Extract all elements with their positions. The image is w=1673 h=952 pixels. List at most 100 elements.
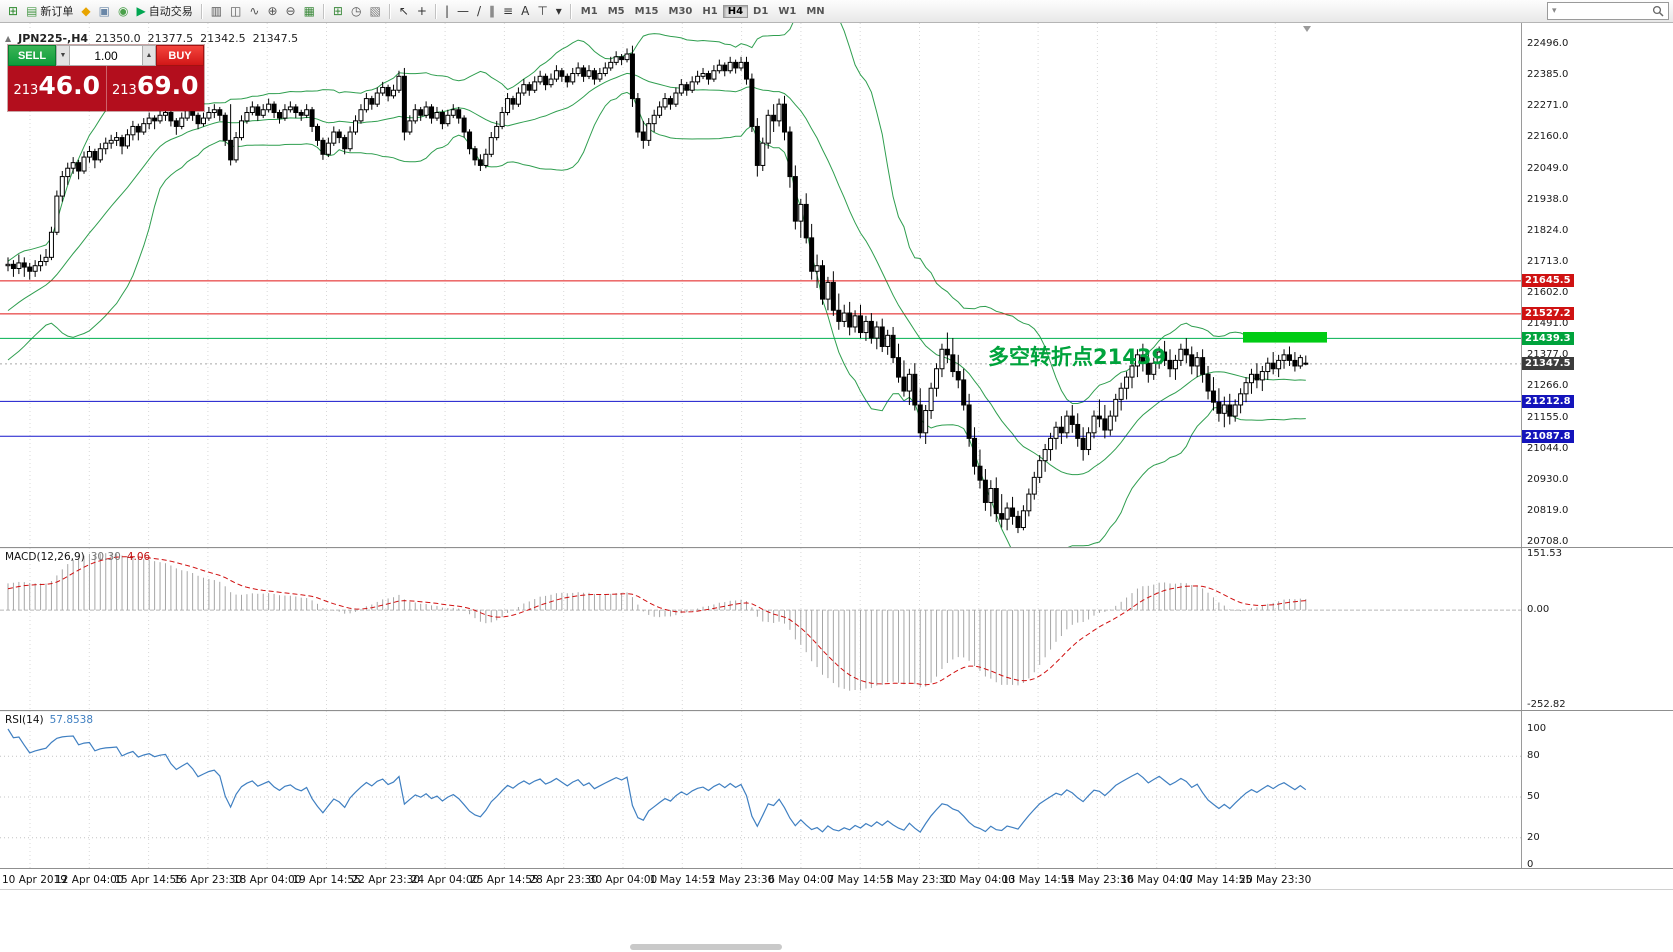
fibonacci-button[interactable]: ≡ <box>499 1 517 21</box>
template-button[interactable]: ▧ <box>365 1 384 21</box>
ohlc-high: 21377.5 <box>147 32 194 45</box>
label-button-icon: ⊤ <box>537 4 548 18</box>
shapes-button-icon: ▾ <box>555 4 562 18</box>
timeframe-d1[interactable]: D1 <box>753 5 769 17</box>
period-button[interactable]: ◷ <box>347 1 365 21</box>
tile-windows-button[interactable]: ▦ <box>300 1 319 21</box>
timeframe-h4[interactable]: H4 <box>722 4 749 18</box>
mql5-button[interactable]: ◆ <box>77 1 94 21</box>
template-button-icon: ▧ <box>369 4 381 18</box>
add-indicator-button[interactable]: ⊞ <box>329 1 347 21</box>
macd-axis: 151.53 0.00 -252.82 <box>1521 548 1673 711</box>
cursor-button[interactable]: ↖ <box>395 1 413 21</box>
macd-name: MACD(12,26,9) <box>5 551 85 563</box>
text-button[interactable]: A <box>517 1 533 21</box>
timeframe-mn[interactable]: MN <box>806 5 825 17</box>
volume-decrease-button[interactable]: ▼ <box>56 45 70 66</box>
timeframe-m15[interactable]: M15 <box>634 5 659 17</box>
time-axis-label: 16 Apr 23:30 <box>173 874 243 886</box>
autotrading-button[interactable]: ▶ 自动交易 <box>132 1 196 21</box>
buy-price[interactable]: 213 69.0 <box>107 66 205 111</box>
macd-axis-label: 151.53 <box>1527 548 1562 559</box>
volume-increase-button[interactable]: ▲ <box>142 45 156 66</box>
candlestick-mode-button[interactable]: ◫ <box>226 1 245 21</box>
time-axis-label: 1 May 14:55 <box>649 874 715 886</box>
time-axis-label: 10 May 04:00 <box>942 874 1015 886</box>
timeframe-toolbar: M1 M5 M15 M30 H1 H4 D1 W1 MN <box>576 4 830 18</box>
crosshair-button[interactable]: + <box>413 1 431 21</box>
autotrading-button-icon: ▶ <box>136 4 146 18</box>
price-axis-label: 21602.0 <box>1527 287 1569 298</box>
time-axis-label: 20 May 23:30 <box>1239 874 1312 886</box>
timeframe-m30[interactable]: M30 <box>668 5 693 17</box>
macd-main-value: 30.30 <box>90 551 121 563</box>
time-axis-label: 7 May 14:55 <box>827 874 893 886</box>
candlestick-mode-button-icon: ◫ <box>230 4 242 18</box>
timeframe-w1[interactable]: W1 <box>778 5 797 17</box>
price-marker[interactable]: 21087.8 <box>1522 429 1574 443</box>
price-small-digits: 213 <box>111 83 137 98</box>
time-axis-label: 22 Apr 23:30 <box>351 874 421 886</box>
vertical-line-button[interactable]: | <box>441 1 453 21</box>
rsi-axis: 100 80 50 20 0 <box>1521 711 1673 870</box>
channel-button[interactable]: ∥ <box>485 1 499 21</box>
price-marker[interactable]: 21527.2 <box>1522 307 1574 321</box>
price-marker[interactable]: 21439.3 <box>1522 331 1574 345</box>
trendline-button-icon: / <box>476 4 482 18</box>
sell-button[interactable]: SELL <box>8 45 56 66</box>
data-window-button-icon: ◉ <box>117 4 129 18</box>
price-axis-label: 21824.0 <box>1527 224 1569 236</box>
macd-canvas[interactable] <box>0 548 1521 711</box>
price-chart-canvas[interactable] <box>0 23 1521 547</box>
data-window-button[interactable]: ◉ <box>114 1 132 21</box>
shapes-button[interactable]: ▾ <box>552 1 566 21</box>
time-axis-label: 15 Apr 14:55 <box>114 874 183 886</box>
line-chart-mode-button[interactable]: ∿ <box>245 1 263 21</box>
one-click-toggle-icon[interactable]: ▲ <box>5 34 12 43</box>
add-indicator-button-icon: ⊞ <box>332 4 343 18</box>
timeframe-m5[interactable]: M5 <box>607 5 625 17</box>
search-icon <box>1652 5 1664 17</box>
time-axis[interactable]: 10 Apr 2019 12 Apr 04:00 15 Apr 14:55 16 Ap… <box>0 868 1673 890</box>
rsi-name: RSI(14) <box>5 714 44 726</box>
channel-button-icon: ∥ <box>489 4 496 18</box>
price-axis-label: 21266.0 <box>1527 380 1569 392</box>
price-marker[interactable]: 21347.5 <box>1522 357 1574 371</box>
price-axis-label: 22385.0 <box>1527 69 1569 81</box>
new-order-button-icon: ▤ <box>26 4 38 18</box>
time-axis-label: 10 Apr 2019 <box>2 874 67 886</box>
zoom-out-button-icon: ⊖ <box>285 4 296 18</box>
horizontal-line-button[interactable]: — <box>453 1 473 21</box>
rsi-canvas[interactable] <box>0 711 1521 869</box>
time-axis-label: 16 May 04:00 <box>1120 874 1193 886</box>
rsi-axis-label: 20 <box>1527 831 1540 843</box>
horizontal-scrollbar[interactable] <box>630 944 782 950</box>
buy-button[interactable]: BUY <box>156 45 204 66</box>
search-dropdown-icon[interactable]: ▾ <box>1552 6 1557 16</box>
zoom-out-button[interactable]: ⊖ <box>282 1 300 21</box>
bar-chart-mode-button[interactable]: ▥ <box>207 1 226 21</box>
toolbar-search-box[interactable]: ▾ <box>1547 2 1669 20</box>
label-button[interactable]: ⊤ <box>533 1 551 21</box>
new-order-button-label: 新订单 <box>40 5 74 18</box>
timeframe-h1[interactable]: H1 <box>702 5 718 17</box>
trendline-button[interactable]: / <box>473 1 485 21</box>
new-chart-button[interactable]: ⊞ <box>4 1 22 21</box>
sell-price[interactable]: 213 46.0 <box>8 66 107 111</box>
time-axis-label: 13 May 14:55 <box>1002 874 1075 886</box>
macd-axis-label: 0.00 <box>1527 604 1550 616</box>
time-axis-label: 14 May 23:30 <box>1061 874 1134 886</box>
timeframe-m1[interactable]: M1 <box>580 5 598 17</box>
rsi-label: RSI(14) 57.8538 <box>5 714 93 726</box>
volume-input[interactable] <box>70 45 142 66</box>
zoom-in-button[interactable]: ⊕ <box>263 1 281 21</box>
price-marker[interactable]: 21645.5 <box>1522 274 1574 288</box>
price-axis-label: 21491.0 <box>1527 318 1569 330</box>
price-axis-label: 22496.0 <box>1527 38 1569 49</box>
new-order-button[interactable]: ▤ 新订单 <box>22 1 77 21</box>
ohlc-close: 21347.5 <box>252 32 299 45</box>
price-marker[interactable]: 21212.8 <box>1522 394 1574 408</box>
price-axis-label: 22160.0 <box>1527 131 1569 143</box>
price-axis[interactable]: 22496.0 22385.0 22271.0 22160.0 22049.0 21938… <box>1521 23 1673 547</box>
chart-window-button[interactable]: ▣ <box>95 1 114 21</box>
